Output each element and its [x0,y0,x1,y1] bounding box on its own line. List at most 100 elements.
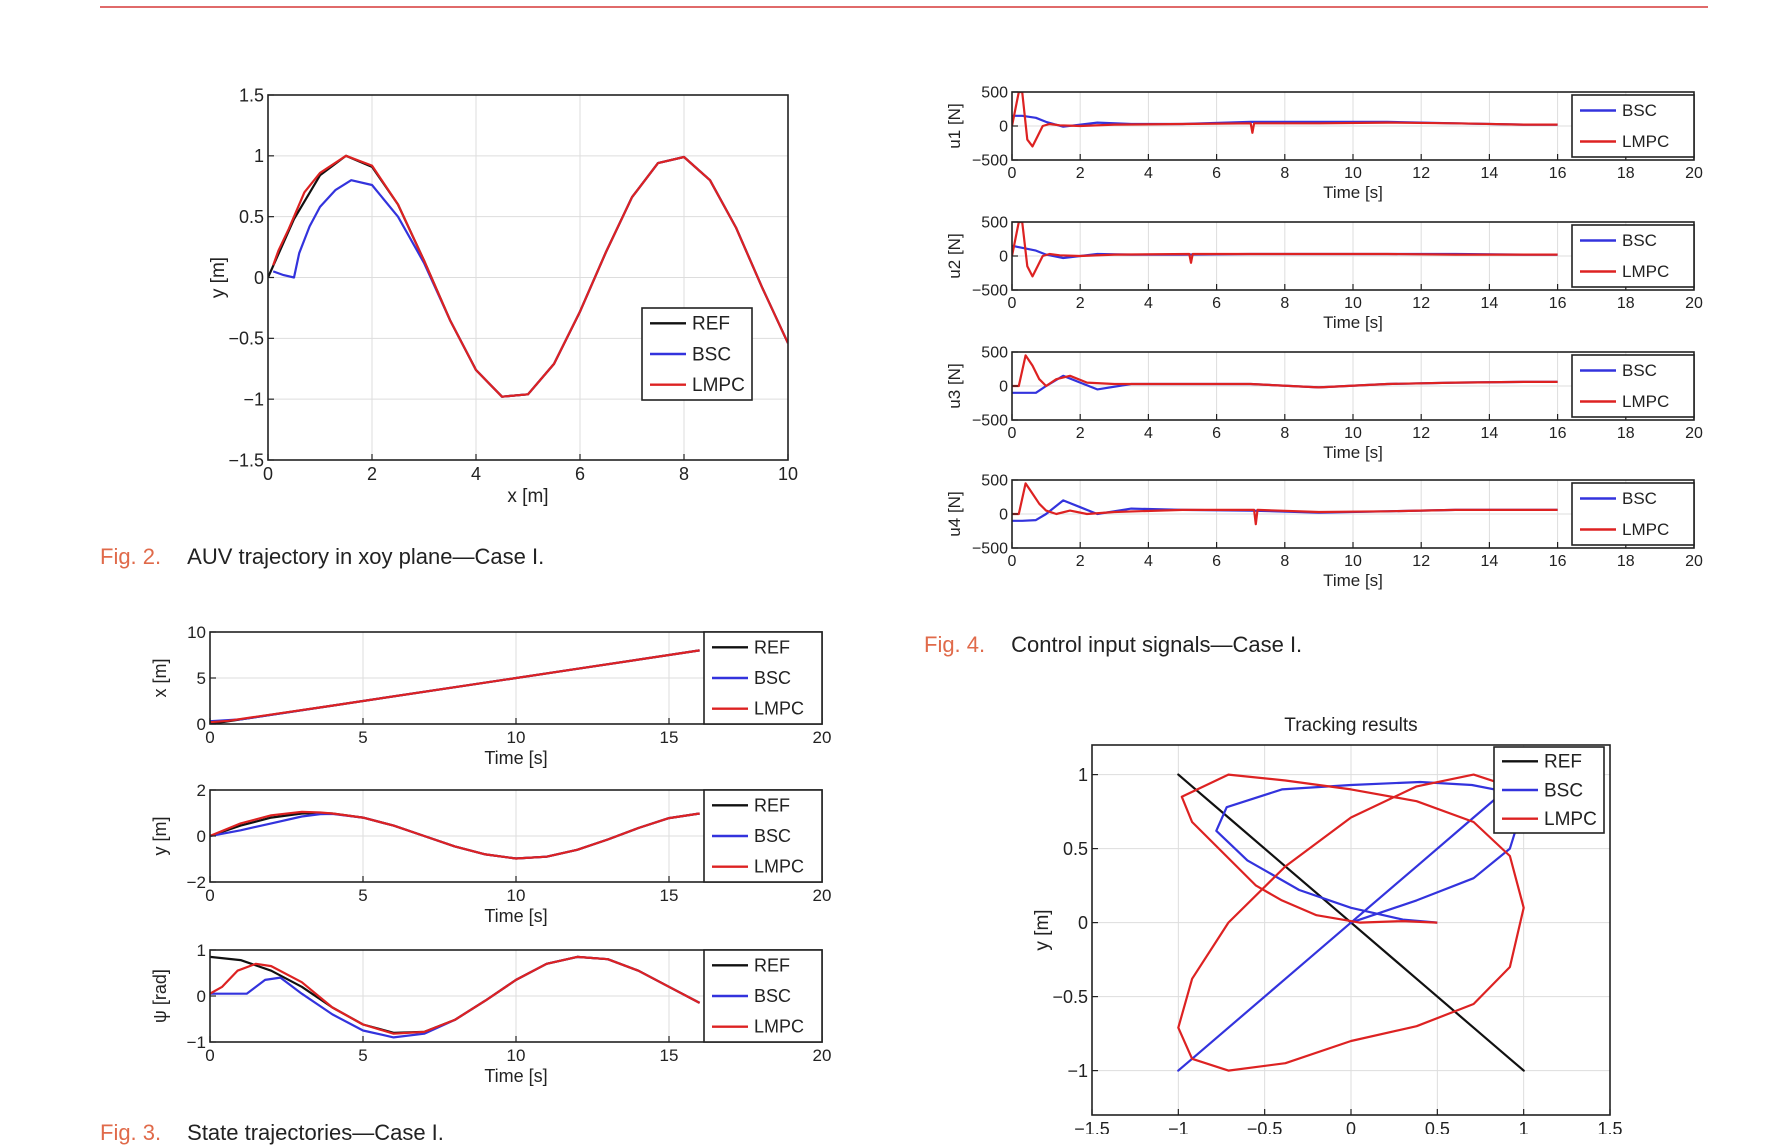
y-tick-label: −500 [972,153,1008,170]
x-tick-label: 20 [1685,165,1703,182]
chart-title: Tracking results [1284,715,1417,736]
x-tick-label: 20 [813,728,832,747]
x-tick-label: 6 [575,464,585,484]
x-tick-label: 16 [1549,165,1567,182]
y-tick-label: −2 [187,873,206,892]
x-tick-label: 10 [1344,553,1362,570]
x-tick-label: 0 [205,1046,214,1065]
x-tick-label: 2 [1076,553,1085,570]
x-tick-label: 14 [1481,295,1499,312]
legend-label-lmpc: LMPC [692,375,745,396]
legend-label-ref: REF [754,637,790,657]
x-tick-label: 15 [660,1046,679,1065]
x-tick-label: 8 [1280,425,1289,442]
x-tick-label: 20 [1685,425,1703,442]
x-tick-label: 1.5 [1597,1119,1622,1134]
y-tick-label: 1.5 [239,85,264,105]
x-axis-label: Time [s] [484,906,547,926]
legend: REF BSC LMPC [703,631,823,725]
x-axis-label: Time [s] [484,1066,547,1086]
series-line-lmpc [1012,354,1558,389]
x-tick-label: 4 [1144,425,1153,442]
y-axis-label: y [m] [1032,909,1053,950]
x-tick-label: 10 [778,464,798,484]
legend-box [1571,94,1695,158]
x-tick-label: 12 [1412,165,1430,182]
legend-label-ref: REF [754,795,790,815]
x-tick-label: 5 [358,728,367,747]
y-tick-label: 500 [981,215,1008,232]
y-tick-label: 0 [197,987,206,1006]
x-tick-label: 10 [1344,425,1362,442]
series-line-lmpc [210,955,701,1035]
legend-label-ref: REF [1544,752,1582,773]
y-tick-label: 500 [981,85,1008,102]
x-tick-label: 4 [1144,295,1153,312]
x-tick-label: 20 [1685,553,1703,570]
y-tick-label: −0.5 [228,329,264,349]
legend-label-lmpc: LMPC [1622,520,1669,539]
x-tick-label: 6 [1212,295,1221,312]
y-tick-label: 0 [999,119,1008,136]
legend-label-bsc: BSC [1544,780,1583,801]
x-tick-label: 1 [1519,1119,1529,1134]
y-tick-label: 0.5 [1063,839,1088,859]
x-tick-label: 10 [1344,295,1362,312]
series-line-lmpc [1177,773,1525,1072]
legend-label-bsc: BSC [754,826,791,846]
y-tick-label: 1 [254,146,264,166]
series-line-lmpc [210,649,700,724]
x-tick-label: 16 [1549,553,1567,570]
x-tick-label: 10 [507,728,526,747]
x-tick-label: 8 [1280,165,1289,182]
x-tick-label: 16 [1549,295,1567,312]
y-tick-label: 1 [1078,765,1088,785]
y-tick-label: −500 [972,413,1008,430]
x-tick-label: 4 [1144,553,1153,570]
series-line-lmpc [1012,92,1558,148]
caption-fig3-text: State trajectories—Case I. [187,1120,444,1145]
x-tick-label: 0 [263,464,273,484]
legend-label-lmpc: LMPC [1622,262,1669,281]
x-tick-label: 0.5 [1425,1119,1450,1134]
caption-fig2-text: AUV trajectory in xoy plane—Case I. [187,544,545,569]
x-tick-label: 20 [813,886,832,905]
x-tick-label: 16 [1549,425,1567,442]
x-tick-label: 15 [660,886,679,905]
x-tick-label: 0 [1008,295,1017,312]
x-tick-label: 12 [1412,425,1430,442]
y-tick-label: −1 [243,389,264,409]
legend-label-lmpc: LMPC [1622,132,1669,151]
chart-fig5: −1.5−1−0.500.511.5−1−0.500.51x [m]y [m]T… [1032,715,1623,1134]
x-tick-label: 6 [1212,553,1221,570]
y-axis-label: u4 [N] [945,491,964,536]
legend-label-lmpc: LMPC [754,699,804,719]
x-tick-label: 0 [1008,425,1017,442]
legend: BSC LMPC [1571,224,1695,288]
legend: BSC LMPC [1571,482,1695,546]
x-axis-label: Time [s] [1323,443,1383,462]
x-tick-label: 5 [358,886,367,905]
x-tick-label: 20 [1685,295,1703,312]
x-tick-label: −0.5 [1247,1119,1283,1134]
y-tick-label: 10 [187,623,206,642]
y-tick-label: 0 [999,249,1008,266]
y-axis-label: y [m] [208,257,229,298]
y-axis-label: u3 [N] [945,363,964,408]
legend-label-lmpc: LMPC [1544,809,1597,830]
x-tick-label: 4 [1144,165,1153,182]
x-tick-label: 20 [813,1046,832,1065]
caption-fig3: Fig. 3. State trajectories—Case I. [100,1120,444,1146]
x-tick-label: 14 [1481,165,1499,182]
x-tick-label: −1 [1168,1119,1189,1134]
y-axis-label: u1 [N] [945,103,964,148]
caption-fig4-label: Fig. 4. [924,632,986,657]
x-axis-label: x [m] [507,486,548,507]
x-tick-label: 10 [1344,165,1362,182]
x-tick-label: 0 [1008,553,1017,570]
